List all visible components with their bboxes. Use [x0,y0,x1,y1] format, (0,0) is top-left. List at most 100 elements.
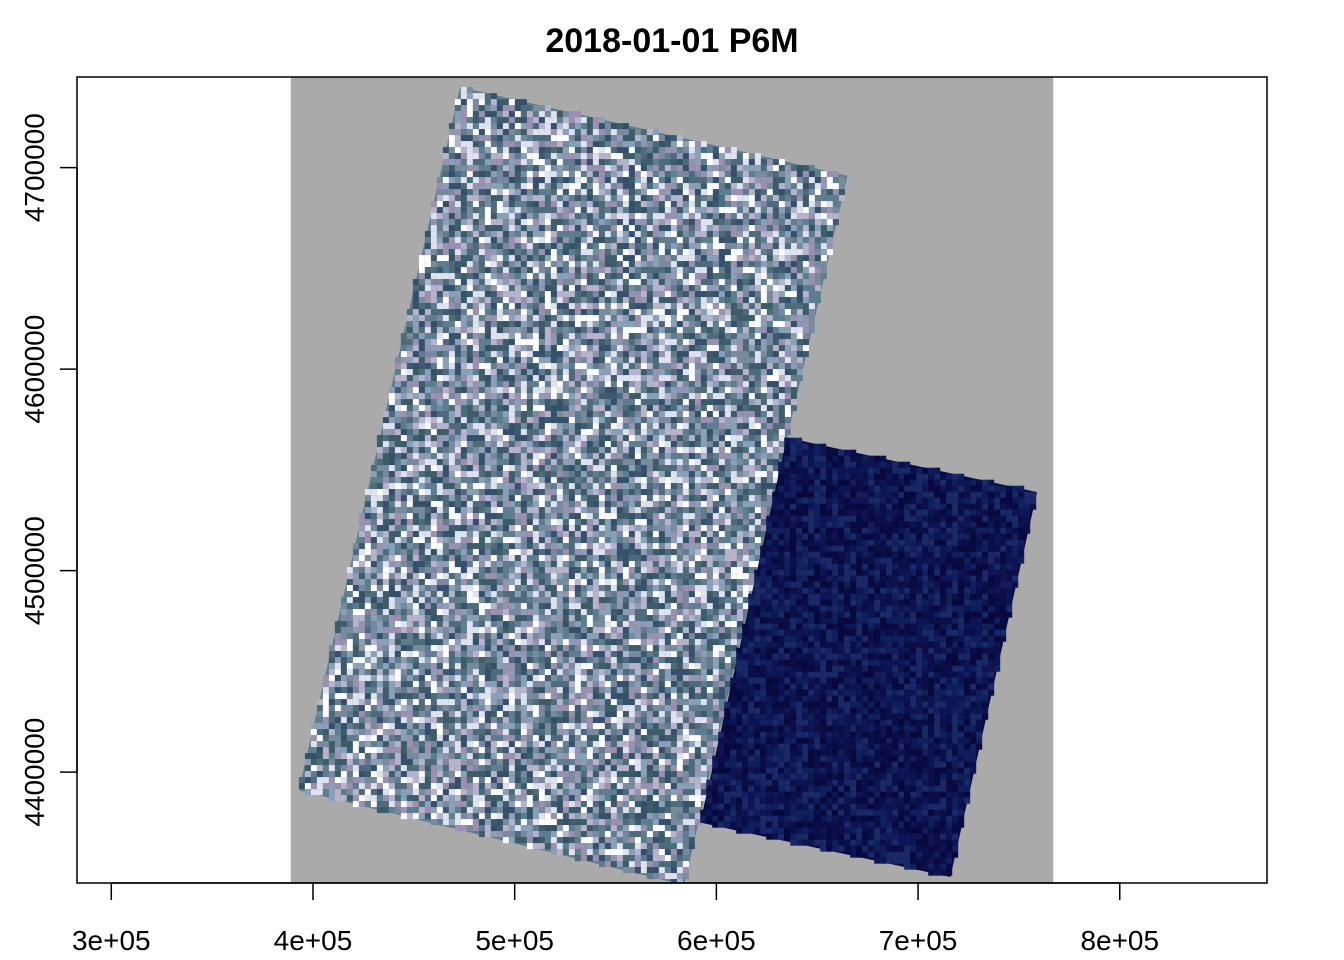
raster-cell [622,543,629,550]
raster-cell [682,429,689,436]
raster-cell [742,309,749,316]
raster-cell [808,177,815,184]
raster-cell [526,255,533,262]
raster-cell [532,273,539,280]
raster-cell [520,561,527,568]
raster-cell [520,477,527,484]
raster-cell [580,423,587,430]
raster-cell [484,147,491,154]
raster-cell [376,531,383,538]
raster-cell [478,135,485,142]
raster-cell [718,555,725,562]
raster-cell [580,243,587,250]
raster-cell [616,513,623,520]
raster-cell [826,171,833,178]
raster-cell [646,219,653,226]
raster-cell [592,555,599,562]
raster-cell [568,183,575,190]
raster-cell [496,411,503,418]
raster-cell [658,417,665,424]
raster-cell [424,345,431,352]
raster-cell [502,177,509,184]
raster-cell [580,387,587,394]
raster-cell [580,489,587,496]
raster-cell [766,495,773,502]
raster-cell [646,297,653,304]
raster-cell [688,243,695,250]
raster-cell [502,369,509,376]
raster-cell [802,267,809,274]
raster-cell [496,219,503,226]
raster-cell [526,333,533,340]
raster-cell [466,255,473,262]
raster-cell [604,123,611,130]
raster-cell [754,543,761,550]
raster-cell [664,441,671,448]
raster-cell [508,423,515,430]
raster-cell [778,297,785,304]
raster-cell [598,267,605,274]
raster-cell [574,285,581,292]
raster-cell [664,303,671,310]
raster-cell [610,195,617,202]
raster-cell [478,249,485,256]
raster-cell [442,171,449,178]
raster-cell [418,345,425,352]
raster-cell [352,567,359,574]
raster-cell [454,495,461,502]
raster-cell [532,237,539,244]
raster-cell [484,429,491,436]
raster-cell [652,195,659,202]
raster-cell [532,231,539,238]
raster-cell [436,501,443,508]
raster-cell [604,273,611,280]
raster-cell [640,375,647,382]
raster-cell [562,225,569,232]
raster-cell [664,207,671,214]
raster-cell [736,243,743,250]
raster-cell [748,255,755,262]
raster-cell [538,513,545,520]
raster-cell [784,285,791,292]
raster-cell [754,345,761,352]
raster-cell [496,111,503,118]
raster-cell [670,339,677,346]
raster-cell [706,507,713,514]
raster-cell [790,399,797,406]
raster-cell [616,567,623,574]
raster-cell [448,405,455,412]
raster-cell [484,153,491,160]
raster-cell [646,261,653,268]
raster-cell [556,231,563,238]
raster-cell [676,345,683,352]
raster-cell [418,537,425,544]
raster-cell [760,363,767,370]
raster-cell [442,447,449,454]
raster-cell [418,387,425,394]
raster-cell [460,381,467,388]
raster-cell [364,525,371,532]
raster-cell [388,417,395,424]
raster-cell [484,507,491,514]
raster-cell [640,363,647,370]
raster-cell [460,243,467,250]
raster-cell [556,219,563,226]
raster-cell [610,501,617,508]
raster-cell [574,357,581,364]
raster-cell [742,345,749,352]
raster-cell [502,231,509,238]
raster-cell [646,567,653,574]
raster-cell [544,231,551,238]
raster-cell [622,171,629,178]
raster-cell [700,375,707,382]
raster-cell [532,537,539,544]
raster-cell [550,213,557,220]
raster-cell [574,351,581,358]
raster-cell [682,303,689,310]
raster-cell [496,225,503,232]
raster-cell [430,213,437,220]
raster-cell [640,339,647,346]
raster-cell [508,315,515,322]
raster-cell [400,357,407,364]
raster-cell [802,171,809,178]
